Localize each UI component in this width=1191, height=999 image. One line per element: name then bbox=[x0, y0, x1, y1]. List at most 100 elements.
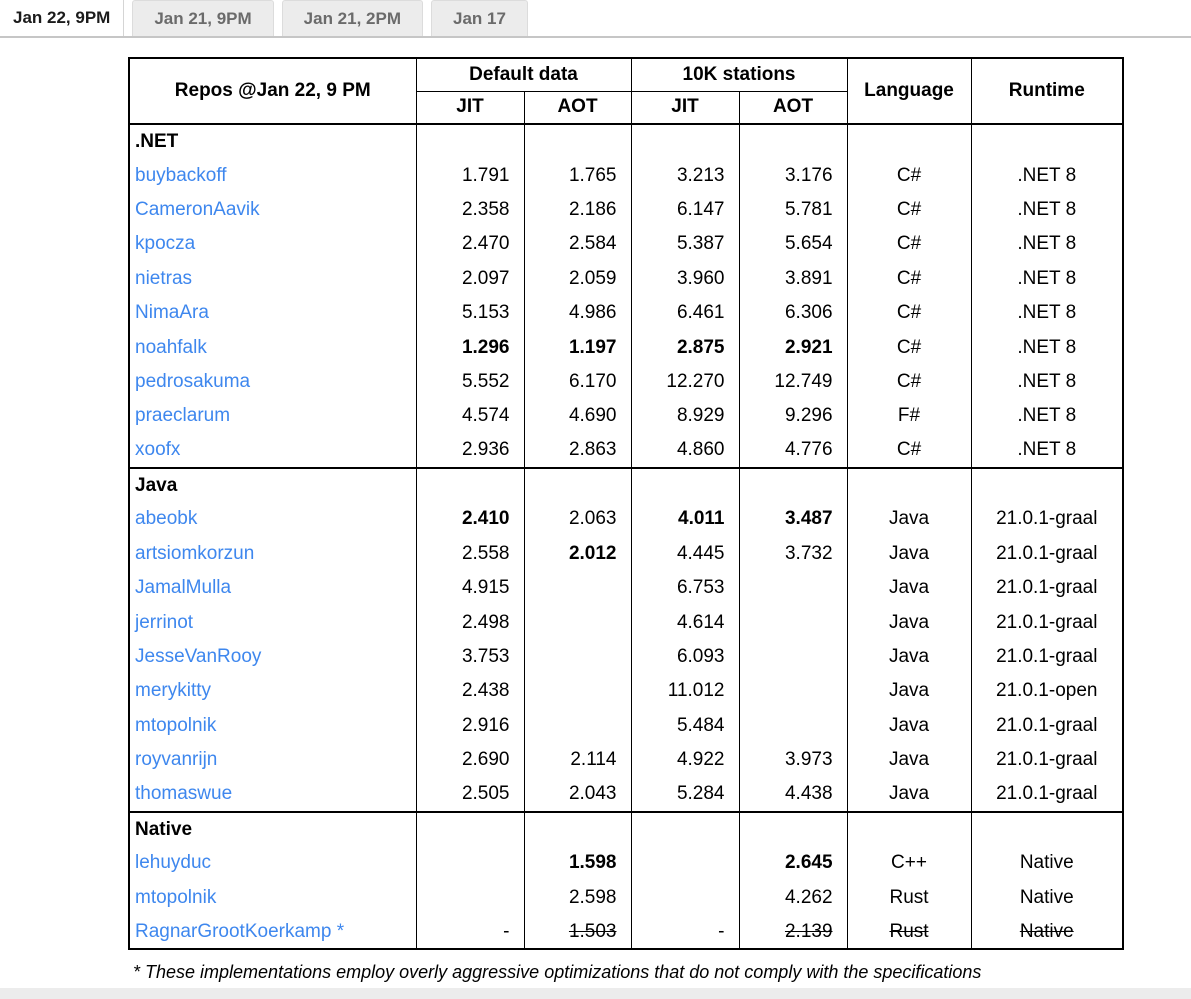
language-cell: Java bbox=[846, 674, 972, 709]
default-aot-header: AOT bbox=[523, 90, 632, 125]
repo-link[interactable]: buybackoff bbox=[135, 164, 227, 186]
value-cell: 4.445 bbox=[630, 536, 740, 572]
value-cell: 2.598 bbox=[523, 880, 632, 915]
value-cell: 2.645 bbox=[738, 846, 848, 881]
value-cell: 4.690 bbox=[523, 399, 632, 434]
runtime-cell: Native bbox=[970, 880, 1124, 915]
tab-jan-17[interactable]: Jan 17 bbox=[430, 0, 528, 36]
value-cell bbox=[738, 708, 848, 744]
repo-link[interactable]: merykitty bbox=[135, 680, 211, 702]
value-cell: 2.139 bbox=[738, 914, 848, 950]
value-cell: 6.093 bbox=[630, 639, 740, 675]
language-cell: C# bbox=[846, 364, 972, 400]
value-cell bbox=[738, 674, 848, 709]
repo-cell: nietras bbox=[128, 261, 417, 296]
repo-link[interactable]: NimaAra bbox=[135, 302, 209, 324]
repo-link[interactable]: xoofx bbox=[135, 439, 181, 461]
language-cell: Rust bbox=[846, 880, 972, 915]
repo-cell: RagnarGrootKoerkamp * bbox=[128, 914, 417, 950]
language-header: Language bbox=[846, 57, 972, 125]
repo-cell: CameronAavik bbox=[128, 192, 417, 228]
value-cell: 5.654 bbox=[738, 227, 848, 262]
value-cell: 4.011 bbox=[630, 502, 740, 537]
value-cell: 2.936 bbox=[415, 433, 525, 468]
repo-cell: xoofx bbox=[128, 433, 417, 468]
repo-link[interactable]: JesseVanRooy bbox=[135, 646, 262, 668]
repo-link[interactable]: CameronAavik bbox=[135, 198, 260, 220]
repo-cell: jerrinot bbox=[128, 605, 417, 640]
runtime-header: Runtime bbox=[970, 57, 1124, 125]
repo-link[interactable]: royvanrijn bbox=[135, 749, 218, 771]
runtime-cell: 21.0.1-graal bbox=[970, 777, 1124, 812]
repo-link[interactable]: mtopolnik bbox=[135, 714, 217, 736]
value-cell: 2.916 bbox=[415, 708, 525, 744]
value-cell: 2.584 bbox=[523, 227, 632, 262]
repo-link[interactable]: abeobk bbox=[135, 508, 198, 530]
language-cell: C# bbox=[846, 295, 972, 331]
value-cell: 3.960 bbox=[630, 261, 740, 296]
value-cell: 2.410 bbox=[415, 502, 525, 537]
repo-row: merykitty 2.438 11.012 Java 21.0.1-open bbox=[128, 674, 1124, 709]
tab-jan-21-9pm[interactable]: Jan 21, 9PM bbox=[132, 0, 274, 36]
tab-jan-21-2pm[interactable]: Jan 21, 2PM bbox=[281, 0, 423, 36]
value-cell bbox=[738, 571, 848, 606]
language-cell: C# bbox=[846, 261, 972, 296]
value-cell bbox=[630, 846, 740, 881]
value-cell bbox=[523, 674, 632, 709]
value-cell: 3.753 bbox=[415, 639, 525, 675]
repo-link[interactable]: noahfalk bbox=[135, 336, 207, 358]
value-cell: 4.915 bbox=[415, 571, 525, 606]
language-cell: Java bbox=[846, 571, 972, 606]
runtime-cell: 21.0.1-graal bbox=[970, 708, 1124, 744]
repo-link[interactable]: kpocza bbox=[135, 233, 196, 255]
language-cell: Java bbox=[846, 605, 972, 640]
tenk-jit-header: JIT bbox=[630, 90, 740, 125]
empty-cell bbox=[970, 122, 1124, 159]
runtime-cell: .NET 8 bbox=[970, 364, 1124, 400]
value-cell bbox=[738, 639, 848, 675]
value-cell: 2.059 bbox=[523, 261, 632, 296]
repo-link[interactable]: jerrinot bbox=[135, 611, 194, 633]
value-cell bbox=[523, 571, 632, 606]
language-cell: Java bbox=[846, 743, 972, 778]
repo-row: JamalMulla 4.915 6.753 Java 21.0.1-graal bbox=[128, 571, 1124, 606]
tab-bar: Jan 22, 9PM Jan 21, 9PM Jan 21, 2PM Jan 17 bbox=[0, 0, 1191, 38]
language-cell: Java bbox=[846, 708, 972, 744]
repo-link[interactable]: pedrosakuma bbox=[135, 370, 251, 392]
repo-row: nietras 2.097 2.059 3.960 3.891 C# .NET 8 bbox=[128, 261, 1124, 296]
repo-row: JesseVanRooy 3.753 6.093 Java 21.0.1-graal bbox=[128, 639, 1124, 675]
repo-link[interactable]: RagnarGrootKoerkamp * bbox=[135, 920, 345, 942]
value-cell: 2.358 bbox=[415, 192, 525, 228]
value-cell: 4.438 bbox=[738, 777, 848, 812]
repo-link[interactable]: mtopolnik bbox=[135, 886, 217, 908]
value-cell: 3.973 bbox=[738, 743, 848, 778]
repo-link[interactable]: lehuyduc bbox=[135, 852, 212, 874]
benchmark-table: Repos @Jan 22, 9 PM Default data 10K sta… bbox=[128, 57, 1125, 951]
repo-link[interactable]: JamalMulla bbox=[135, 577, 232, 599]
runtime-cell: .NET 8 bbox=[970, 158, 1124, 193]
value-cell: 9.296 bbox=[738, 399, 848, 434]
value-cell: 2.097 bbox=[415, 261, 525, 296]
runtime-cell: 21.0.1-graal bbox=[970, 571, 1124, 606]
repo-row: xoofx 2.936 2.863 4.860 4.776 C# .NET 8 bbox=[128, 433, 1124, 468]
language-cell: Java bbox=[846, 639, 972, 675]
empty-cell bbox=[846, 810, 972, 847]
empty-cell bbox=[846, 466, 972, 503]
runtime-cell: 21.0.1-open bbox=[970, 674, 1124, 709]
tab-jan-22-9pm[interactable]: Jan 22, 9PM bbox=[0, 0, 125, 36]
value-cell: 5.387 bbox=[630, 227, 740, 262]
repo-link[interactable]: praeclarum bbox=[135, 405, 231, 427]
value-cell: 2.470 bbox=[415, 227, 525, 262]
repo-cell: buybackoff bbox=[128, 158, 417, 193]
value-cell: 4.776 bbox=[738, 433, 848, 468]
value-cell: 2.063 bbox=[523, 502, 632, 537]
repos-header: Repos @Jan 22, 9 PM bbox=[128, 57, 417, 125]
repo-link[interactable]: thomaswue bbox=[135, 783, 233, 805]
repo-row: NimaAra 5.153 4.986 6.461 6.306 C# .NET 8 bbox=[128, 295, 1124, 331]
language-cell: Rust bbox=[846, 914, 972, 950]
repo-link[interactable]: nietras bbox=[135, 267, 193, 289]
repo-row: pedrosakuma 5.552 6.170 12.270 12.749 C# .NET … bbox=[128, 364, 1124, 400]
repo-link[interactable]: artsiomkorzun bbox=[135, 542, 255, 564]
value-cell: 3.213 bbox=[630, 158, 740, 193]
value-cell: 1.503 bbox=[523, 914, 632, 950]
